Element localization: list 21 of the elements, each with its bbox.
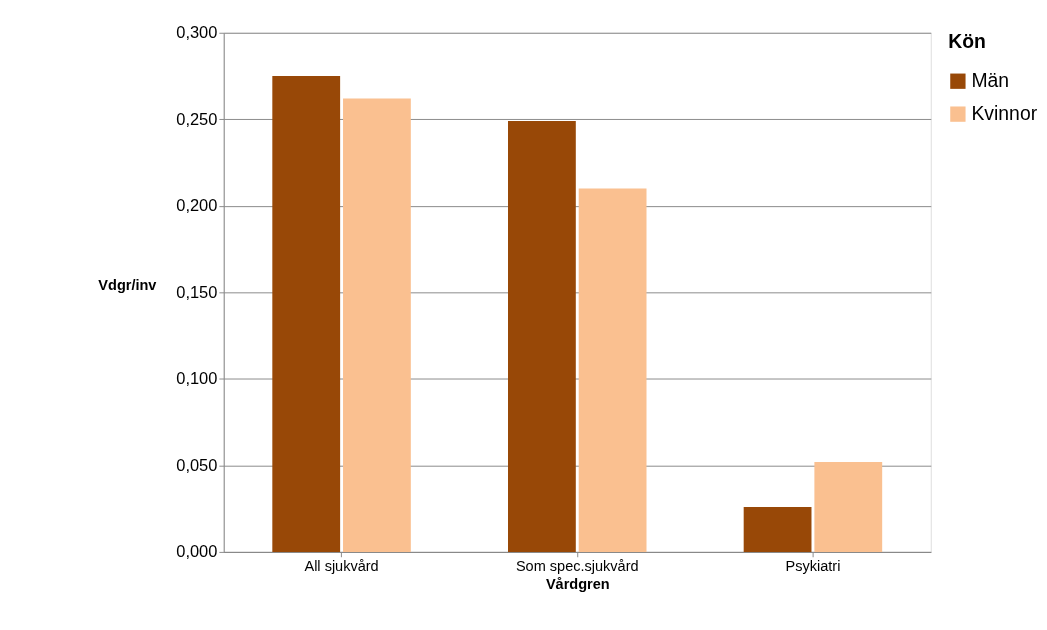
y-tick-label: 0,050 — [176, 455, 218, 474]
y-tick-label: 0,250 — [176, 109, 218, 128]
y-tick-label: 0,150 — [176, 282, 218, 301]
bar — [578, 188, 647, 552]
x-tick-label: Som spec.sjukvård — [515, 557, 639, 574]
y-tick-label: 0,100 — [176, 369, 218, 388]
bar — [814, 461, 883, 552]
bar — [272, 76, 341, 552]
legend-label: Män — [971, 69, 1010, 92]
legend-title: Kön — [948, 30, 986, 53]
legend-label: Kvinnor — [971, 101, 1038, 124]
bar — [343, 98, 411, 552]
y-tick-label: 0,000 — [176, 542, 218, 561]
y-tick-label: 0,300 — [176, 23, 218, 42]
x-tick-label: Psykiatri — [785, 557, 841, 574]
bar — [743, 506, 812, 552]
bar — [508, 121, 576, 552]
y-tick-label: 0,200 — [176, 196, 218, 215]
x-axis-title: Vårdgren — [545, 576, 610, 593]
y-axis-title: Vdgr/inv — [98, 276, 158, 293]
x-tick-label: All sjukvård — [304, 557, 379, 574]
